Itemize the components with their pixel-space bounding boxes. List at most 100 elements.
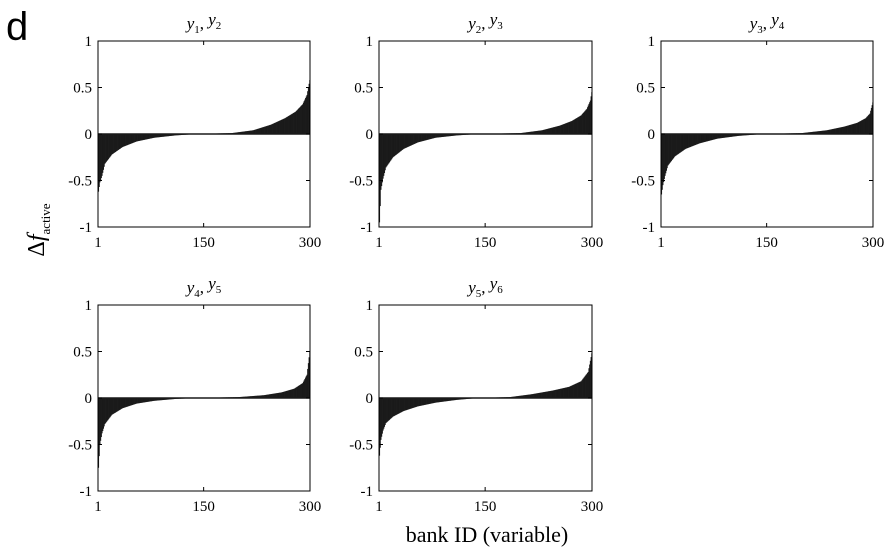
bar bbox=[717, 134, 719, 139]
bar bbox=[112, 134, 114, 154]
bar bbox=[388, 134, 390, 163]
bar bbox=[445, 134, 447, 137]
bar bbox=[853, 123, 855, 134]
bar bbox=[273, 123, 276, 134]
bar bbox=[716, 134, 718, 139]
bar bbox=[860, 120, 862, 134]
bar bbox=[722, 134, 724, 138]
y-tick-label: 0 bbox=[85, 391, 93, 407]
bar bbox=[117, 134, 119, 151]
bar bbox=[260, 127, 262, 134]
bar bbox=[273, 393, 276, 398]
bar bbox=[420, 134, 422, 142]
bar bbox=[448, 134, 450, 137]
bar bbox=[102, 398, 104, 432]
bar bbox=[414, 398, 416, 408]
bar bbox=[307, 363, 309, 399]
bar bbox=[142, 398, 144, 403]
bar bbox=[698, 134, 700, 144]
bar bbox=[137, 134, 139, 142]
bar bbox=[563, 123, 565, 134]
bar bbox=[385, 134, 387, 168]
bar bbox=[570, 385, 572, 398]
bar bbox=[437, 398, 439, 403]
bar bbox=[863, 118, 865, 134]
bar bbox=[426, 134, 428, 140]
bar bbox=[575, 118, 577, 134]
bar bbox=[818, 131, 820, 134]
bar bbox=[417, 134, 419, 143]
bar bbox=[129, 134, 131, 145]
bar bbox=[141, 134, 143, 141]
bar bbox=[278, 392, 280, 398]
bar bbox=[415, 398, 417, 408]
bar bbox=[450, 398, 452, 401]
bar bbox=[256, 129, 258, 134]
bar bbox=[590, 357, 592, 398]
bar bbox=[550, 128, 552, 134]
bar bbox=[692, 134, 694, 146]
y-tick-label: -1 bbox=[80, 220, 93, 236]
bar bbox=[167, 398, 170, 400]
bar bbox=[264, 126, 266, 134]
bar bbox=[544, 129, 546, 134]
bar bbox=[100, 134, 102, 179]
bar bbox=[537, 393, 539, 398]
bar bbox=[418, 134, 420, 142]
bar bbox=[420, 398, 422, 406]
bar bbox=[165, 398, 167, 400]
bar bbox=[870, 110, 872, 134]
bar bbox=[433, 134, 435, 139]
bar bbox=[124, 134, 126, 146]
bar bbox=[121, 398, 123, 409]
bar bbox=[585, 109, 587, 134]
bar bbox=[394, 398, 396, 416]
bar bbox=[389, 134, 391, 162]
bar bbox=[459, 398, 461, 400]
bar bbox=[427, 134, 430, 140]
bar bbox=[266, 394, 268, 398]
bar bbox=[105, 134, 107, 162]
bar bbox=[282, 392, 284, 398]
bar bbox=[862, 119, 864, 134]
bar bbox=[305, 377, 307, 398]
bar bbox=[545, 391, 547, 398]
bar bbox=[446, 398, 448, 402]
subplot-title-part: 5 bbox=[216, 284, 222, 296]
bar bbox=[560, 388, 562, 398]
bar bbox=[380, 134, 382, 190]
bar bbox=[557, 126, 559, 134]
bar bbox=[163, 398, 165, 400]
bar bbox=[432, 134, 435, 139]
bar bbox=[545, 391, 547, 398]
bar bbox=[731, 134, 733, 137]
bar bbox=[870, 107, 872, 134]
y-tick-label: -0.5 bbox=[349, 438, 373, 454]
bar bbox=[713, 134, 715, 140]
bar bbox=[105, 398, 107, 424]
bar bbox=[421, 398, 423, 406]
bar bbox=[247, 131, 249, 134]
bar bbox=[436, 134, 438, 138]
bar bbox=[413, 134, 415, 144]
bar bbox=[815, 131, 817, 134]
bar bbox=[122, 398, 124, 409]
bar bbox=[561, 388, 563, 398]
bar bbox=[839, 127, 841, 134]
x-tick-label: 300 bbox=[299, 235, 322, 251]
bar bbox=[120, 134, 122, 149]
bar bbox=[107, 134, 109, 160]
bar bbox=[573, 119, 575, 134]
bar bbox=[305, 376, 307, 398]
bar bbox=[838, 127, 840, 134]
bar bbox=[426, 398, 428, 405]
bar bbox=[424, 134, 426, 141]
bar bbox=[403, 398, 405, 411]
bar bbox=[574, 383, 577, 398]
bar bbox=[100, 398, 102, 441]
bar bbox=[409, 398, 411, 409]
bar bbox=[816, 131, 818, 134]
bar bbox=[98, 134, 100, 188]
bar bbox=[831, 129, 833, 134]
